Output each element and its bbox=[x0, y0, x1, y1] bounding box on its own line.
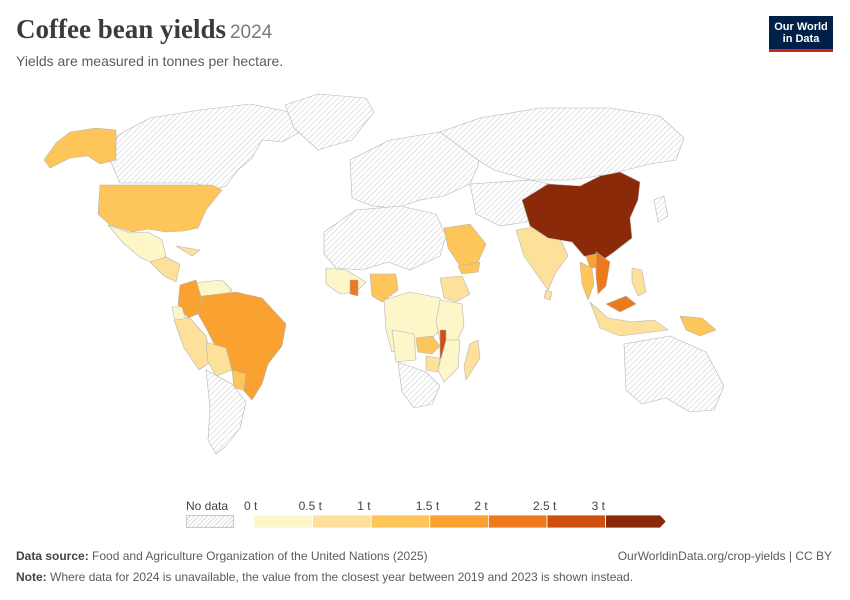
region-sri-lanka[interactable]: Sri Lanka bbox=[543, 289, 553, 301]
region-alaska[interactable]: Alaska bbox=[43, 127, 117, 169]
region-southern-africa[interactable]: Southern Africa bbox=[397, 361, 441, 409]
region-vietnam[interactable]: Vietnam bbox=[595, 251, 611, 295]
region-madagascar[interactable]: Madagascar bbox=[463, 339, 481, 381]
footnote: Note: Where data for 2024 is unavailable… bbox=[16, 570, 633, 584]
region-north-africa[interactable]: North Africa bbox=[323, 205, 447, 271]
region-bolivia[interactable]: Bolivia bbox=[205, 341, 233, 377]
legend-tick-label: 1 t bbox=[357, 499, 371, 513]
chart-subtitle: Yields are measured in tonnes per hectar… bbox=[16, 53, 284, 69]
region-central-america[interactable]: Central America bbox=[149, 256, 181, 283]
legend-bin[interactable] bbox=[546, 514, 606, 529]
legend-tick-label: 2.5 t bbox=[533, 499, 557, 513]
note-label: Note: bbox=[16, 570, 47, 584]
legend-tick-label: 1.5 t bbox=[415, 499, 440, 513]
legend-bin[interactable] bbox=[605, 514, 667, 529]
region-paraguay[interactable]: Paraguay bbox=[231, 369, 247, 391]
region-brazil[interactable]: Brazil bbox=[197, 291, 287, 401]
legend-bin[interactable] bbox=[429, 514, 489, 529]
legend-tick-label: 0.5 t bbox=[298, 499, 322, 513]
region-japan[interactable]: Japan bbox=[653, 195, 669, 223]
chart-title-text: Coffee bean yields bbox=[16, 14, 226, 44]
region-indonesia[interactable]: Indonesia bbox=[589, 301, 669, 337]
region-thailand[interactable]: Thailand bbox=[579, 261, 595, 301]
logo-line-2: in Data bbox=[782, 32, 820, 45]
region-europe[interactable]: Europe bbox=[349, 131, 481, 209]
region-ghana[interactable]: Ghana bbox=[349, 279, 359, 297]
region-mozambique[interactable]: Mozambique bbox=[437, 339, 461, 383]
region-united-states[interactable]: United States bbox=[97, 184, 223, 233]
legend-bin[interactable] bbox=[253, 514, 313, 529]
legend-tick-label: 0 t bbox=[244, 499, 258, 513]
region-philippines[interactable]: Philippines bbox=[631, 267, 647, 297]
region-mexico[interactable]: Mexico bbox=[107, 224, 167, 265]
owid-logo[interactable]: Our World in Data bbox=[769, 16, 833, 52]
region-australia[interactable]: Australia bbox=[623, 335, 725, 413]
map-regions: CanadaGreenland Alaska United StatesMexico… bbox=[43, 93, 725, 455]
region-nigeria[interactable]: Nigeria bbox=[369, 273, 399, 303]
legend-no-data-label: No data bbox=[186, 499, 229, 513]
legend-no-data-swatch[interactable] bbox=[186, 515, 234, 528]
region-malaysia[interactable]: Malaysia bbox=[605, 295, 637, 313]
region-cuba[interactable]: Cuba bbox=[175, 245, 201, 257]
note-text: Where data for 2024 is unavailable, the … bbox=[50, 570, 634, 584]
region-yemen[interactable]: Yemen bbox=[457, 261, 481, 275]
data-source-text[interactable]: Food and Agriculture Organization of the… bbox=[92, 549, 428, 563]
year-label[interactable]: 2024 bbox=[229, 22, 273, 43]
region-china[interactable]: China bbox=[521, 171, 641, 263]
legend-tick-label: 2 t bbox=[474, 499, 488, 513]
data-source: Data source: Food and Agriculture Organi… bbox=[16, 549, 428, 563]
legend-bin[interactable] bbox=[487, 514, 548, 529]
world-map: CanadaGreenland Alaska United StatesMexico… bbox=[43, 93, 725, 455]
legend-tick-label: 3 t bbox=[591, 499, 605, 513]
logo-line-1: Our World bbox=[774, 20, 828, 33]
region-canada[interactable]: Canada bbox=[109, 103, 301, 191]
region-saudi-arabia[interactable]: Saudi Arabia bbox=[443, 223, 487, 267]
chart-title: Coffee bean yields 2024 bbox=[16, 14, 272, 45]
region-russia[interactable]: Russia bbox=[439, 107, 685, 181]
legend-bin[interactable] bbox=[312, 514, 372, 529]
region-papua-new-guinea[interactable]: Papua New Guinea bbox=[679, 315, 717, 337]
region-angola[interactable]: Angola bbox=[391, 329, 417, 363]
data-source-label: Data source: bbox=[16, 549, 89, 563]
chart-header: Coffee bean yields 2024 bbox=[16, 14, 272, 45]
region-greenland[interactable]: Greenland bbox=[284, 93, 375, 151]
region-ethiopia[interactable]: Ethiopia bbox=[439, 275, 471, 303]
region-zimbabwe[interactable]: Zimbabwe bbox=[425, 355, 441, 373]
legend-bin[interactable] bbox=[370, 514, 431, 529]
region-argentina[interactable]: Argentina bbox=[205, 369, 247, 455]
source-url-link[interactable]: OurWorldinData.org/crop-yields | CC BY bbox=[617, 549, 832, 563]
region-west-africa[interactable]: West Africa bbox=[325, 267, 367, 295]
region-zambia[interactable]: Zambia bbox=[415, 335, 441, 355]
